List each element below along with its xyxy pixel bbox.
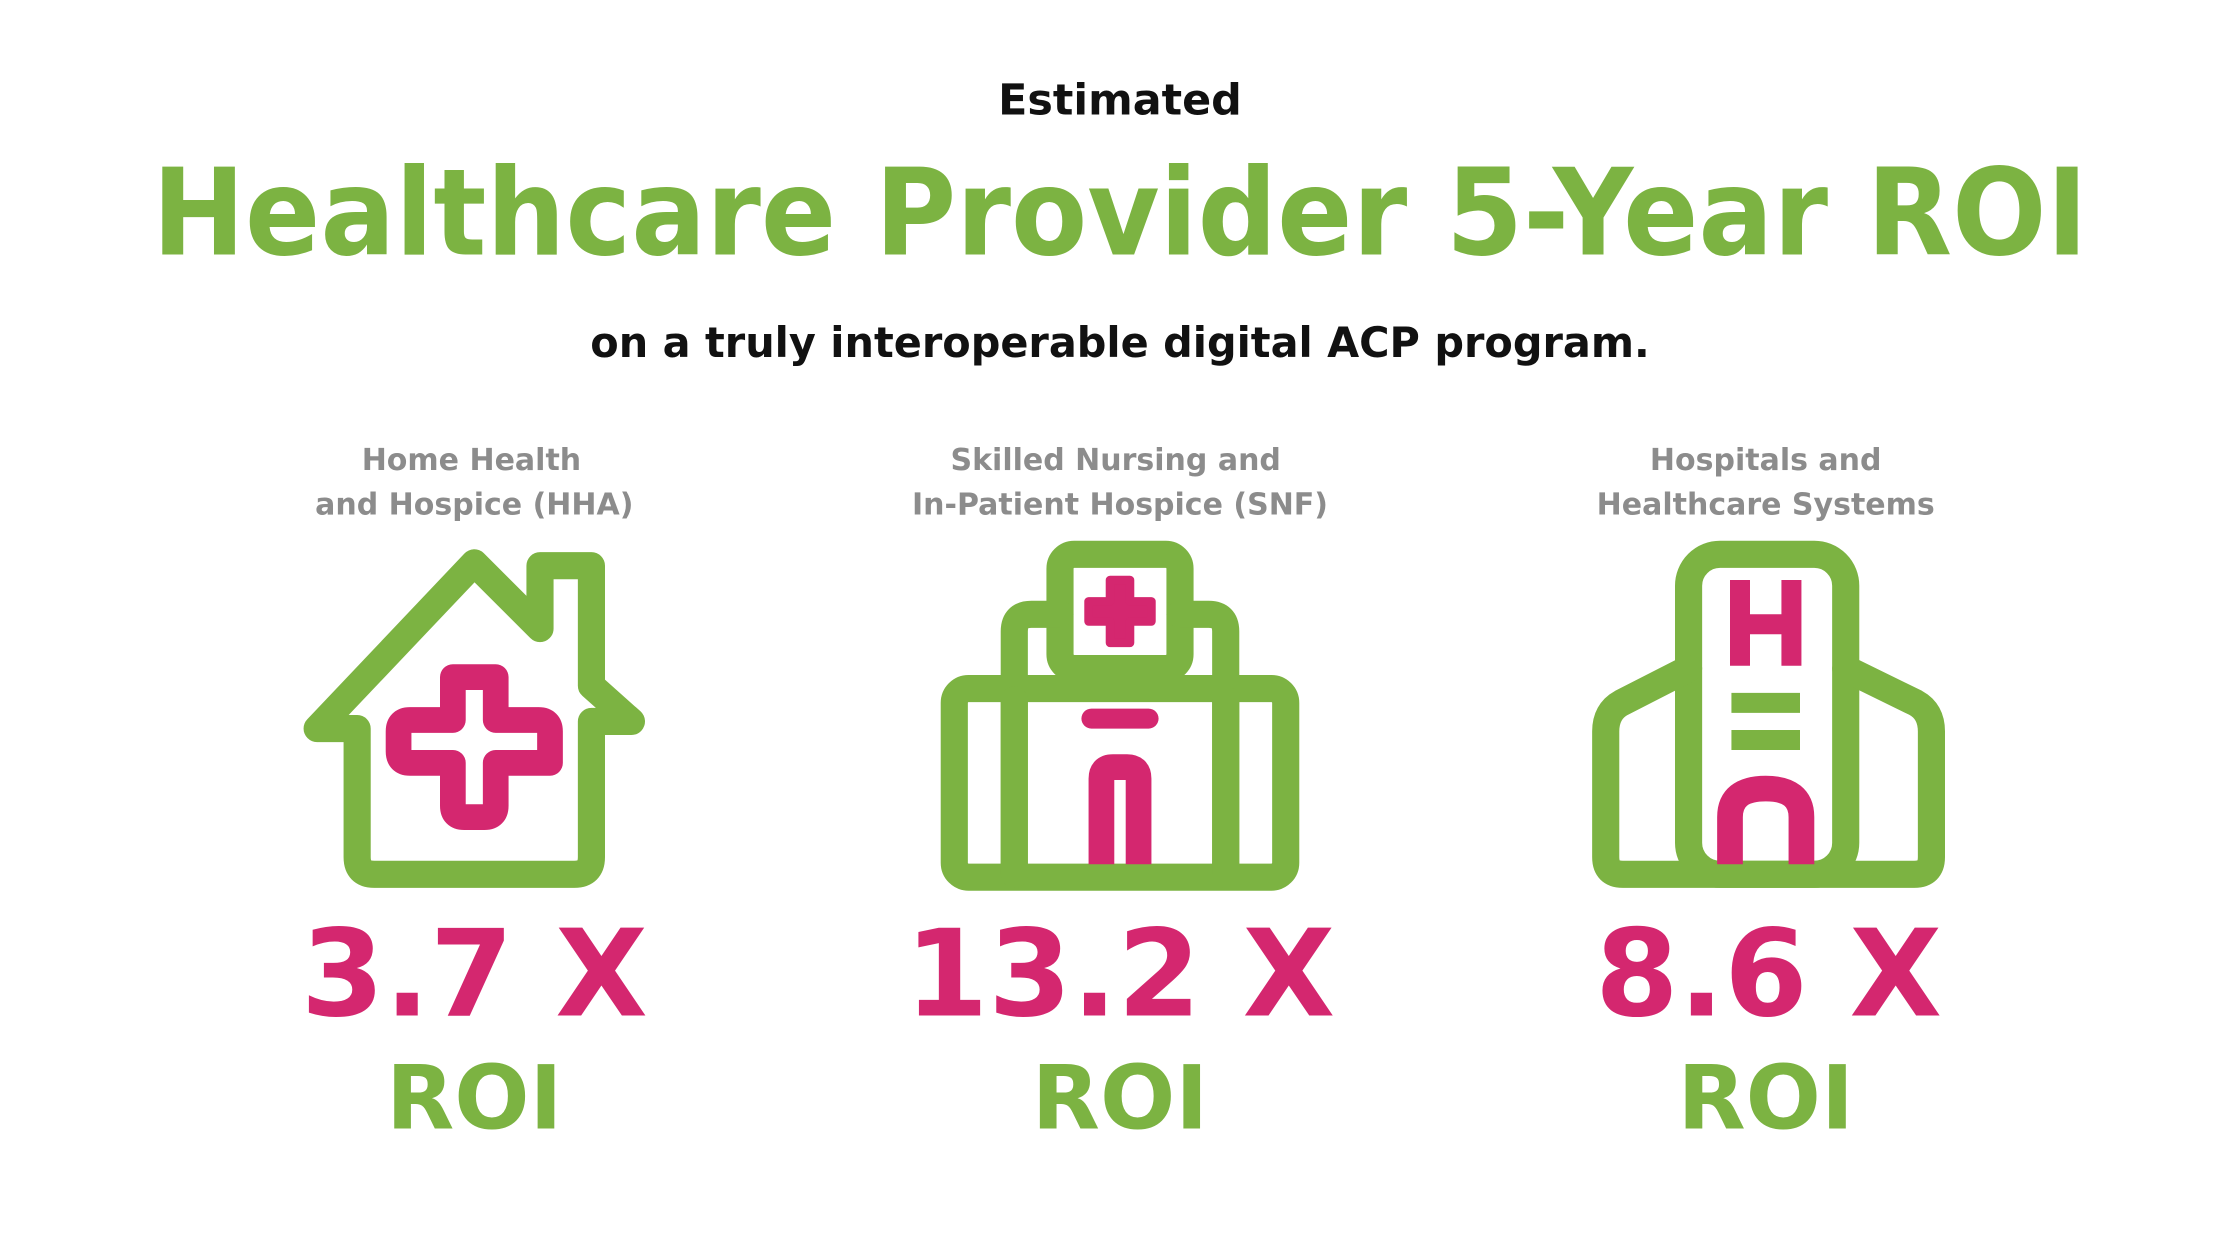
item-label: Healthcare Systems bbox=[1597, 487, 1935, 522]
home-icon bbox=[303, 549, 645, 888]
title: Healthcare Provider 5-Year ROI bbox=[152, 144, 2088, 283]
item-value: 3.7 X bbox=[301, 906, 648, 1045]
hospital-icon bbox=[1592, 540, 1946, 888]
item-value: 8.6 X bbox=[1595, 906, 1942, 1045]
item-label: and Hospice (HHA) bbox=[315, 487, 633, 522]
snf-icon bbox=[940, 540, 1300, 891]
item-label: Skilled Nursing and bbox=[950, 443, 1280, 478]
item-unit: ROI bbox=[1677, 1047, 1853, 1150]
item-value: 13.2 X bbox=[905, 906, 1335, 1045]
item-label: Home Health bbox=[362, 443, 581, 478]
subtitle: on a truly interoperable digital ACP pro… bbox=[590, 319, 1649, 367]
item-unit: ROI bbox=[1032, 1047, 1208, 1150]
item-unit: ROI bbox=[386, 1047, 562, 1150]
item-label: Hospitals and bbox=[1650, 443, 1882, 478]
item-label: In-Patient Hospice (SNF) bbox=[912, 487, 1328, 522]
kicker: Estimated bbox=[998, 75, 1242, 125]
